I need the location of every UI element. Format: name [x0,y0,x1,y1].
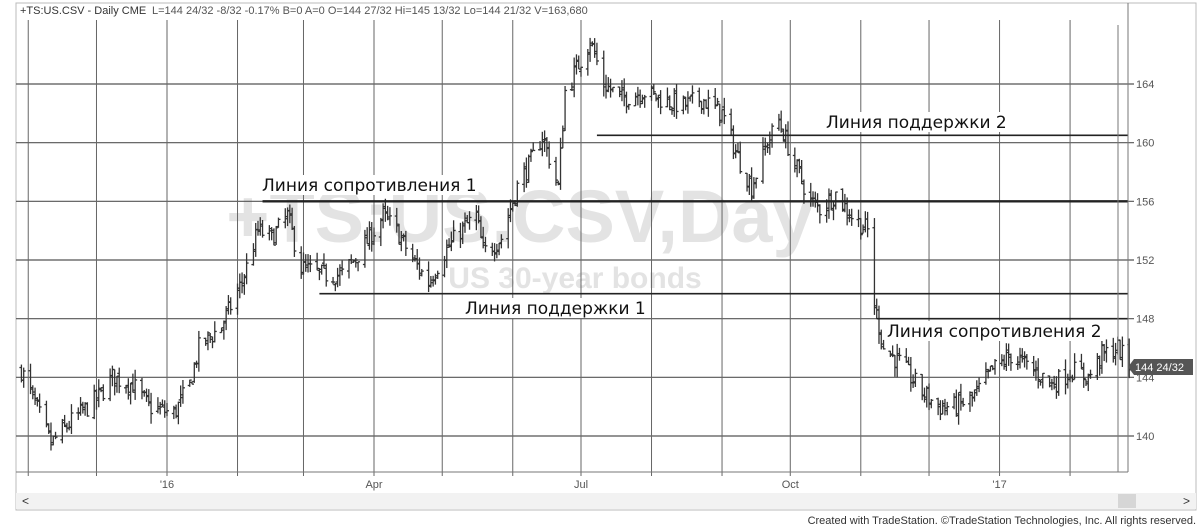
annotation-label-bg [463,298,648,318]
scrollbar-thumb[interactable] [1118,494,1136,508]
y-tick-label: 156 [1136,196,1154,208]
y-tick-label: 164 [1136,79,1154,91]
axes: 140 144 148 152 156 160 164 '16 Apr Jul Oct '17 [16,3,1154,491]
last-price-label: 144 24/32 [1135,362,1184,374]
price-bars [19,37,1132,451]
header-symbol: +TS:US.CSV - Daily CME [20,5,146,17]
x-tick-label: Apr [365,479,382,491]
x-tick-label: '17 [992,479,1006,491]
watermark-description: US 30-year bonds [448,262,701,295]
y-tick-label: 140 [1136,431,1154,443]
x-tick-label: Jul [574,479,588,491]
scroll-left-button[interactable]: < [22,494,29,508]
trend-lines: Линия сопротивления 1 Линия поддержки 1 Ли… [260,112,1128,342]
y-tick-label: 152 [1136,255,1154,267]
footer-credit: Created with TradeStation. ©TradeStation… [808,515,1196,527]
scroll-right-button[interactable]: > [1183,494,1190,508]
y-tick-label: 160 [1136,138,1154,150]
y-tick-label: 144 [1136,372,1154,384]
annotation-label: Линия поддержки 2 [826,113,1007,133]
annotation-label-bg [885,321,1104,341]
annotation-label: Линия поддержки 1 [465,299,646,319]
last-price-tag: 144 24/32 [1128,359,1193,375]
annotation-label: Линия сопротивления 2 [887,322,1102,342]
annotation-label-bg [260,175,479,195]
annotation-label: Линия сопротивления 1 [262,176,477,196]
horizontal-scrollbar[interactable] [16,493,1196,509]
x-tick-label: Oct [782,479,799,491]
y-tick-label: 148 [1136,314,1154,326]
annotation-label-bg [824,112,1009,132]
x-tick-label: '16 [160,479,174,491]
header-quote: L=144 24/32 -8/32 -0.17% B=0 A=0 O=144 2… [152,5,588,17]
